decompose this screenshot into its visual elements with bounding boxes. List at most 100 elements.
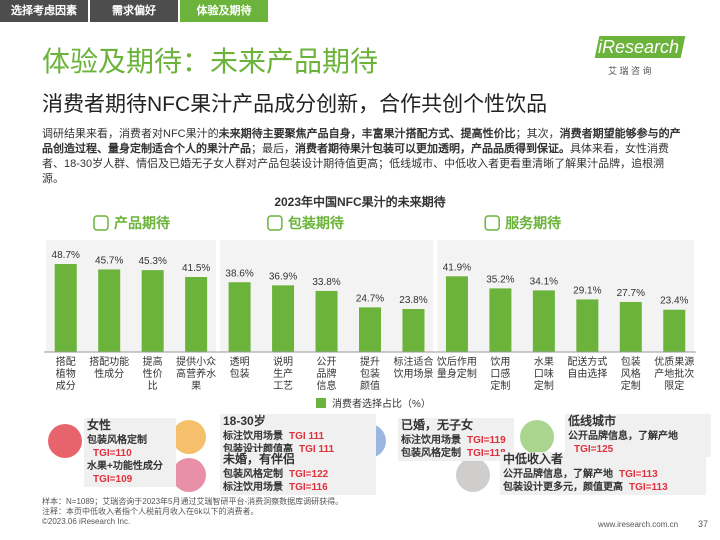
value-label: 35.2% <box>486 274 514 285</box>
logo-sub: 艾 瑞 咨 询 <box>608 66 652 76</box>
persona-title: 低线城市 <box>568 414 617 428</box>
persona-line: 水果+功能性成分 TGI=109 <box>87 460 173 486</box>
paragraph-segment: 调研结果来看，消费者对NFC果汁的 <box>42 128 219 140</box>
persona-icon <box>520 420 554 454</box>
bar <box>619 301 642 352</box>
group-icon <box>484 215 500 231</box>
persona-card: 低线城市公开品牌信息，了解产地 TGI=125 <box>565 414 711 457</box>
persona-title: 已婚，无子女 <box>401 418 474 432</box>
bar <box>185 277 208 352</box>
value-label: 45.7% <box>95 255 123 266</box>
persona-tgi: TGI=113 <box>629 482 668 493</box>
persona-label: 标注饮用场景 <box>223 431 283 442</box>
x-tick-label: 饮后作用量身定制 <box>436 357 477 380</box>
persona-title: 未婚，有伴侣 <box>223 452 296 466</box>
bar <box>359 307 381 352</box>
legend-label: 消费者选择占比（%） <box>332 397 431 410</box>
persona-line: 包装风格定制 TGI=110 <box>87 434 173 460</box>
paragraph-segment: 消费者期望能够参与的产品创造过程、量身定制适合个人的果汁产品 <box>42 128 681 155</box>
bar <box>532 290 555 352</box>
x-tick-label: 包装风格定制 <box>620 357 641 392</box>
bar <box>141 270 164 352</box>
logo-brand: iResearch <box>598 37 680 57</box>
x-tick-label: 饮用口感定制 <box>490 357 511 392</box>
persona-card: 中低收入者公开品牌信息，了解产地 TGI=113 包装设计更多元，颜值更高 TGI=1… <box>500 452 706 495</box>
persona-tgi: TGI 111 <box>289 431 325 442</box>
persona-tgi: TGI=122 <box>289 469 329 480</box>
persona-label: 包装风格定制 <box>87 435 147 446</box>
tab[interactable]: 体验及期待 <box>180 0 268 22</box>
x-tick-label: 搭配植物成分 <box>55 357 76 392</box>
value-label: 33.8% <box>312 277 340 288</box>
x-tick-label: 搭配功能性成分 <box>89 357 130 380</box>
persona-card: 未婚，有伴侣 包装风格定制 TGI=122 标注饮用场景 TGI=116 <box>220 452 376 495</box>
remark-note: 注释：本页中低收入者指个人税前月收入在6k以下的消费者。 <box>42 507 259 516</box>
persona-card: 已婚，无子女 标注饮用场景 TGI=119 包装风格定制 TGI=118 <box>398 418 514 461</box>
value-label: 23.8% <box>399 295 427 306</box>
bar <box>98 269 121 352</box>
persona-title: 女性 <box>87 418 112 432</box>
x-tick-label: 透明包装 <box>229 357 250 380</box>
x-tick-label: 提供小众高营养水果 <box>176 357 217 392</box>
persona-title: 18-30岁 <box>223 414 266 428</box>
site: www.iresearch.com.cn <box>598 520 679 529</box>
persona-line: 包装风格定制 TGI=122 <box>223 468 373 481</box>
value-label: 24.7% <box>356 293 384 304</box>
persona-line: 标注饮用场景 TGI 111 <box>223 430 373 443</box>
persona-label: 水果+功能性成分 <box>87 461 163 472</box>
x-tick-label: 水果口味定制 <box>533 357 554 392</box>
persona-label: 包装设计更多元，颜值更高 <box>503 482 623 493</box>
persona-tgi: TGI=109 <box>93 474 133 485</box>
paragraph-segment: ；其次， <box>515 128 560 140</box>
persona-tgi: TGI=118 <box>467 448 506 459</box>
persona-label: 公开品牌信息，了解产地 <box>503 469 613 480</box>
persona-tgi: TGI=113 <box>619 469 658 480</box>
value-label: 27.7% <box>617 288 645 299</box>
paragraph-segment: 未来期待主要聚焦产品自身，丰富果汁搭配方式、提高性价比 <box>218 128 516 140</box>
persona-label: 包装风格定制 <box>401 448 461 459</box>
value-label: 29.1% <box>573 285 601 296</box>
x-tick-label: 优质果源产地批次限定 <box>654 357 695 392</box>
persona-line: 包装风格定制 TGI=118 <box>401 447 511 460</box>
paragraph-segment: ；最后， <box>251 143 295 155</box>
persona-title: 中低收入者 <box>503 452 564 466</box>
x-tick-label: 标注适合饮用场景 <box>393 357 434 380</box>
subtitle: 消费者期待NFC果汁产品成分创新，合作共创个性饮品 <box>42 93 548 116</box>
group-icon <box>93 215 109 231</box>
group-panel <box>437 240 694 352</box>
persona-tgi: TGI=116 <box>289 482 328 493</box>
legend-swatch <box>316 398 326 408</box>
sample-note: 样本：N=1089；艾瑞咨询于2023年5月通过艾瑞智研平台-消费洞察数据库调研… <box>42 497 344 506</box>
persona-label: 包装风格定制 <box>223 469 283 480</box>
bar <box>663 309 686 352</box>
persona-tgi: TGI=119 <box>467 435 506 446</box>
group-title: 包装期待 <box>288 215 344 231</box>
persona-label: 公开品牌信息，了解产地 <box>568 431 678 442</box>
x-tick-label: 公开品牌信息 <box>316 357 337 392</box>
tab[interactable]: 选择考虑因素 <box>0 0 88 22</box>
persona-icon <box>172 458 206 492</box>
x-tick-label: 说明生产工艺 <box>273 357 294 392</box>
page-number: 37 <box>698 519 709 529</box>
persona-icon <box>172 420 206 454</box>
tab[interactable]: 需求偏好 <box>90 0 178 22</box>
persona-card: 18-30岁 标注饮用场景 TGI 111 包装设计颜值高 TGI 111 <box>220 414 376 457</box>
persona-tgi: TGI=125 <box>574 444 614 455</box>
group-icon <box>267 215 283 231</box>
paragraph: 调研结果来看，消费者对NFC果汁的未来期待主要聚焦产品自身，丰富果汁搭配方式、提… <box>42 127 684 187</box>
value-label: 41.9% <box>443 262 471 273</box>
bar <box>315 290 338 352</box>
value-label: 48.7% <box>52 250 80 261</box>
chart-title: 2023年中国NFC果汁的未来期待 <box>274 195 446 209</box>
persona-line: 标注饮用场景 TGI=116 <box>223 481 373 494</box>
value-label: 36.9% <box>269 271 297 282</box>
paragraph-segment: 消费者期待果汁包装可以更加透明，产品品质得到保证。 <box>295 143 570 155</box>
bar <box>445 276 468 352</box>
bar <box>54 264 77 352</box>
persona-icon <box>456 458 490 492</box>
value-label: 23.4% <box>660 296 688 307</box>
bar <box>576 299 599 352</box>
bar <box>489 288 512 352</box>
